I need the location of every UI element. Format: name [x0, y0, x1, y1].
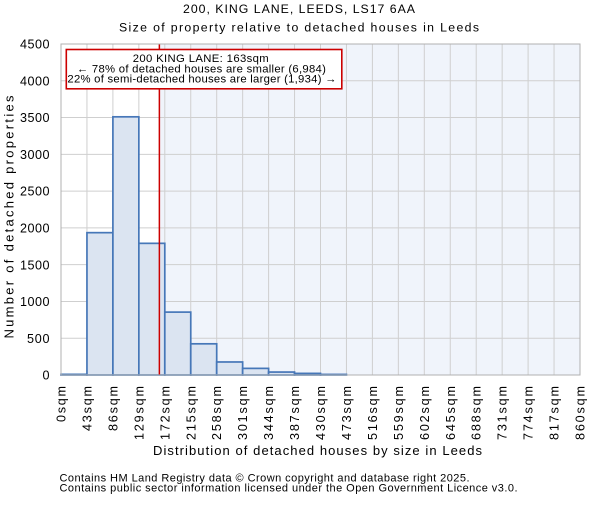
svg-text:4500: 4500 — [20, 38, 50, 52]
svg-text:129sqm: 129sqm — [132, 386, 146, 440]
svg-text:500: 500 — [27, 332, 50, 346]
svg-text:200, KING LANE, LEEDS, LS17 6A: 200, KING LANE, LEEDS, LS17 6AA — [183, 2, 416, 16]
svg-text:301sqm: 301sqm — [236, 386, 250, 440]
svg-text:Number of detached properties: Number of detached properties — [2, 95, 17, 339]
svg-text:0sqm: 0sqm — [55, 386, 69, 422]
svg-text:516sqm: 516sqm — [366, 386, 380, 440]
svg-text:4000: 4000 — [20, 74, 50, 88]
svg-text:43sqm: 43sqm — [80, 386, 94, 431]
svg-text:215sqm: 215sqm — [184, 386, 198, 440]
svg-text:387sqm: 387sqm — [288, 386, 302, 440]
svg-text:2000: 2000 — [20, 221, 50, 235]
svg-text:559sqm: 559sqm — [392, 386, 406, 440]
svg-text:430sqm: 430sqm — [314, 386, 328, 440]
svg-text:688sqm: 688sqm — [470, 386, 484, 440]
svg-text:Size of property relative to d: Size of property relative to detached ho… — [119, 21, 479, 35]
svg-text:645sqm: 645sqm — [444, 386, 458, 440]
svg-text:731sqm: 731sqm — [496, 386, 510, 440]
svg-text:172sqm: 172sqm — [158, 386, 172, 440]
svg-text:1000: 1000 — [20, 295, 50, 309]
svg-text:817sqm: 817sqm — [548, 386, 562, 440]
svg-text:Contains HM Land Registry data: Contains HM Land Registry data © Crown c… — [60, 473, 470, 485]
svg-text:← 78% of detached houses are s: ← 78% of detached houses are smaller (6,… — [77, 63, 326, 75]
svg-text:2500: 2500 — [20, 185, 50, 199]
svg-text:473sqm: 473sqm — [340, 386, 354, 440]
svg-text:3500: 3500 — [20, 111, 50, 125]
svg-text:Distribution of detached house: Distribution of detached houses by size … — [153, 443, 483, 458]
svg-text:200 KING LANE: 163sqm: 200 KING LANE: 163sqm — [133, 53, 269, 65]
svg-text:3000: 3000 — [20, 148, 50, 162]
svg-text:860sqm: 860sqm — [574, 386, 588, 440]
svg-text:774sqm: 774sqm — [522, 386, 536, 440]
svg-text:258sqm: 258sqm — [210, 386, 224, 440]
svg-text:Contains public sector informa: Contains public sector information licen… — [60, 483, 518, 495]
svg-text:344sqm: 344sqm — [262, 386, 276, 440]
svg-text:1500: 1500 — [20, 258, 50, 272]
svg-text:602sqm: 602sqm — [418, 386, 432, 440]
svg-text:0: 0 — [42, 369, 49, 383]
svg-text:86sqm: 86sqm — [106, 386, 120, 431]
svg-text:22% of semi-detached houses ar: 22% of semi-detached houses are larger (… — [67, 74, 336, 86]
